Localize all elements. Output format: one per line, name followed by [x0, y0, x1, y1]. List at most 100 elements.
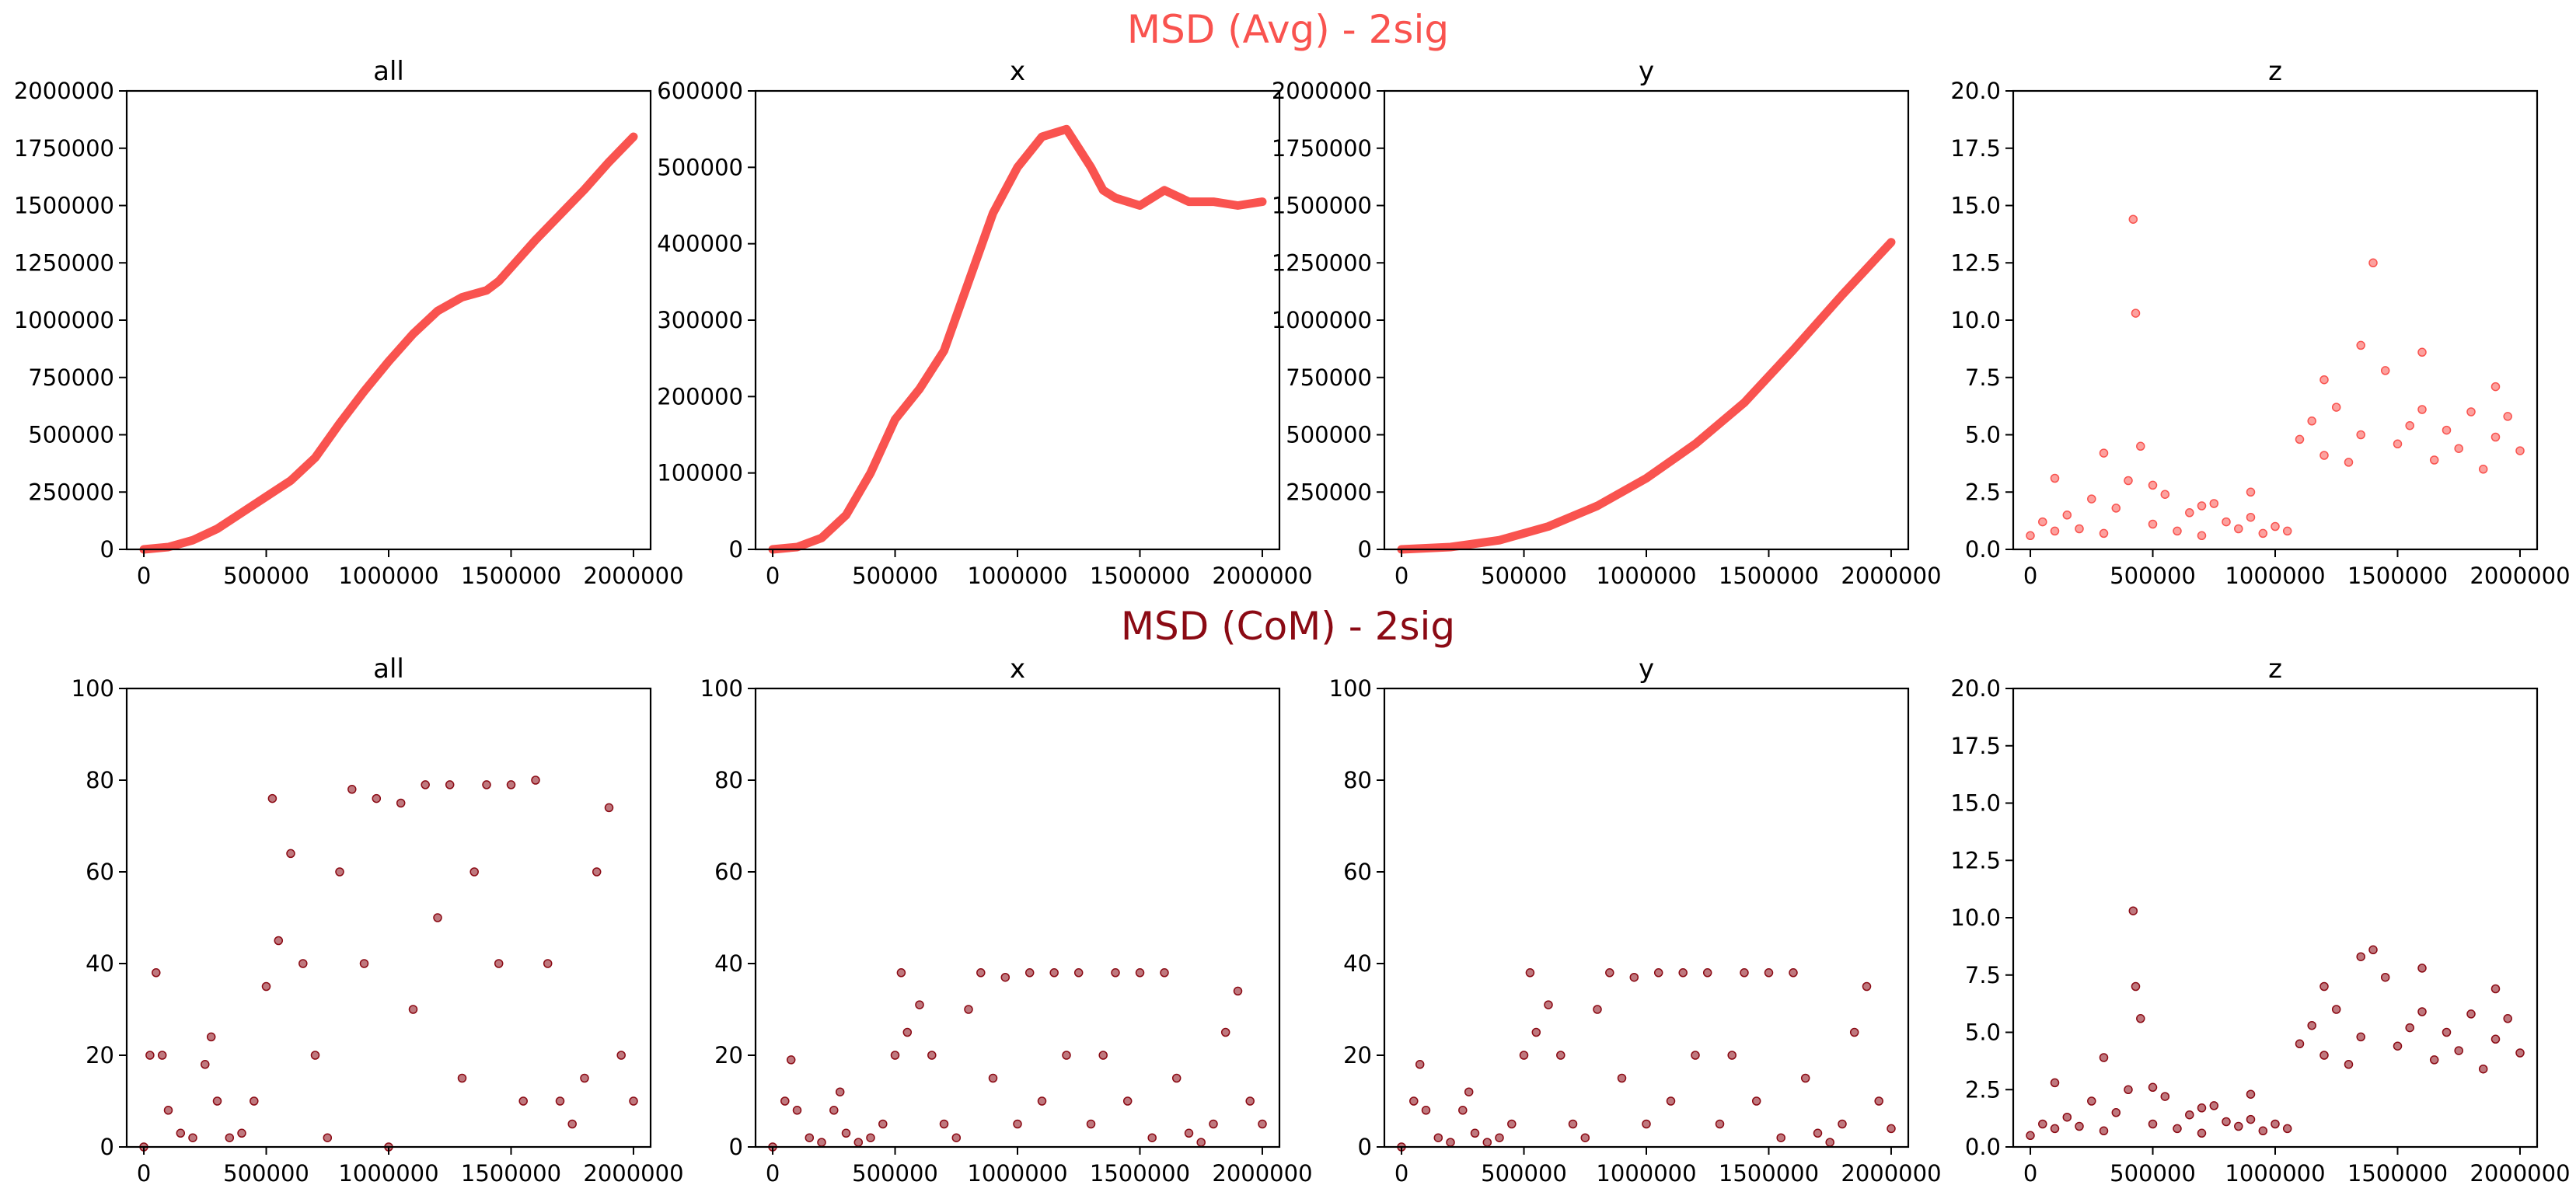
subplot-r1c0-ytick-label: 40 [86, 950, 114, 977]
subplot-r1c2-point [1629, 972, 1639, 982]
subplot-r1c2-point [1415, 1060, 1425, 1069]
subplot-r1c1-ytick-label: 60 [714, 859, 743, 885]
subplot-r1c0-point [408, 1005, 418, 1014]
subplot-r0c2-xtick-label: 1500000 [1719, 563, 1819, 589]
subplot-r1c0-point [555, 1096, 565, 1106]
subplot-r0c3-point [2503, 412, 2512, 421]
subplot-r0c1-ytick-label: 0 [729, 536, 743, 563]
subplot-r0c3-point [2026, 531, 2035, 541]
subplot-r1c3: z 0 500000 1000000 1500000 2000000 0.0 2.5 5.0 7.… [1950, 654, 2570, 1187]
subplot-r1c3-point [2282, 1124, 2292, 1134]
subplot-r1c2-point [1838, 1119, 1847, 1129]
subplot-r1c2-point [1519, 1051, 1529, 1060]
subplot-r1c3-point [2136, 1014, 2145, 1023]
subplot-r1c2-point [1764, 968, 1774, 978]
subplot-r1c1-point [1184, 1128, 1194, 1138]
subplot-r1c0-point [506, 780, 516, 789]
subplot-r1c0-point [250, 1096, 259, 1106]
subplot-r0c0-ytick-label: 0 [100, 536, 114, 563]
subplot-r0c3-axes-frame [2012, 89, 2539, 551]
subplot-r1c2-point [1544, 1000, 1553, 1009]
subplot-r1c1-point [951, 1133, 962, 1142]
subplot-r0c3-point [2099, 448, 2109, 458]
subplot-r0c3-ytick-label: 5.0 [1965, 422, 2001, 448]
subplot-r1c1: x 0 500000 1000000 1500000 2000000 0 20 40 60 80 10… [700, 654, 1313, 1187]
subplot-r1c2-point [1464, 1087, 1474, 1096]
subplot-r0c2-ytick-label: 1500000 [1272, 193, 1372, 219]
subplot-r1c2-point [1849, 1027, 1859, 1037]
subplot-r1c3-point [2271, 1119, 2280, 1129]
subplot-r1c0-point [445, 780, 455, 789]
subplot-r1c0-point [274, 936, 284, 946]
subplot-r1c3-point [2356, 952, 2365, 961]
subplot-r0c3-point [2234, 524, 2243, 534]
subplot-r0c3-point [2295, 434, 2305, 444]
subplot-r0c2-ytick-label: 1750000 [1272, 135, 1372, 162]
subplot-r0c3-point [2050, 473, 2060, 483]
subplot-r1c2: y 0 500000 1000000 1500000 2000000 0 20 40 60 80 10… [1329, 654, 1942, 1187]
subplot-r0c1-xtick-label: 0 [766, 563, 780, 589]
subplot-r1c3-xtick-label: 0 [2023, 1160, 2037, 1187]
subplot-r1c3-point [2050, 1124, 2060, 1134]
subplot-r1c3-point [2331, 1005, 2341, 1014]
subplot-r1c1-point [1147, 1133, 1157, 1142]
subplot-r1c0-point [518, 1096, 528, 1106]
subplot-r1c0-point [359, 959, 369, 968]
subplot-r0c3-ytick-label: 20.0 [1950, 78, 2001, 104]
subplot-r0c3-point [2515, 446, 2525, 455]
subplot-r0c1-series-line [768, 124, 1267, 554]
subplot-r0c3-point [2160, 490, 2170, 499]
subplot-r1c0-point [482, 780, 491, 789]
subplot-r0c3-point [2380, 366, 2390, 375]
subplot-r0c3-point [2124, 476, 2133, 486]
subplot-r1c2-point [1874, 1096, 1883, 1106]
subplot-r0c0-xtick-label: 1000000 [338, 563, 438, 589]
subplot-r0c3-ytick-label: 10.0 [1950, 307, 2001, 333]
subplot-r1c0-ytick-label: 80 [86, 767, 114, 793]
subplot-r1c2-point [1862, 981, 1872, 992]
subplot-r1c3-point [2417, 964, 2427, 973]
subplot-r1c0-point [531, 776, 540, 785]
subplot-r0c3-xtick-label: 1000000 [2225, 563, 2325, 589]
subplot-r0c2-series-line [1397, 238, 1896, 554]
subplot-r1c1-point [835, 1087, 845, 1096]
subplot-r1c2-xtick-label: 500000 [1481, 1160, 1567, 1187]
subplot-r0c0-ytick-label: 1250000 [14, 249, 114, 276]
subplot-r0c2: y 0 500000 1000000 1500000 2000000 0 250000 5000… [1272, 56, 1942, 589]
subplot-r1c3-point [2454, 1046, 2463, 1055]
subplot-r0c1-xtick-label: 1500000 [1090, 563, 1190, 589]
subplot-r1c0-ytick-label: 20 [86, 1042, 114, 1068]
subplot-r1c1-point [1160, 968, 1169, 978]
subplot-r0c1-ytick-label: 300000 [657, 307, 743, 333]
subplot-r1c2-xtick-label: 2000000 [1841, 1160, 1941, 1187]
subplot-r1c0-point [157, 1051, 167, 1060]
subplot-r0c3-point [2393, 439, 2403, 449]
subplot-r0c0-ytick-label: 2000000 [14, 78, 114, 104]
subplot-r1c0-title: all [373, 654, 404, 685]
subplot-r0c0-axes-frame [125, 89, 652, 551]
subplot-r1c1-point [902, 1027, 913, 1037]
subplot-r1c1-point [1220, 1027, 1230, 1037]
subplot-r0c3-point [2319, 451, 2329, 460]
subplot-r1c3-point [2356, 1032, 2365, 1042]
subplot-r1c2-point [1789, 968, 1798, 978]
subplot-r1c3-point [2038, 1119, 2047, 1129]
subplot-r1c1-xtick-label: 500000 [852, 1160, 938, 1187]
subplot-r1c3-point [2319, 981, 2329, 992]
subplot-r1c3-point [2185, 1110, 2194, 1120]
subplot-r1c2-xtick-label: 0 [1394, 1160, 1408, 1187]
subplot-r1c2-xtick-label: 1000000 [1596, 1160, 1696, 1187]
subplot-r1c1-point [1258, 1119, 1267, 1129]
subplot-r1c3-point [2234, 1121, 2243, 1131]
subplot-r1c3-point [2087, 1096, 2096, 1106]
subplot-r1c3-xtick-label: 500000 [2110, 1160, 2196, 1187]
subplot-r0c3-point [2197, 531, 2207, 541]
subplot-r1c1-point [896, 968, 906, 978]
subplot-r1c2-point [1776, 1133, 1785, 1142]
subplot-r1c0-point [433, 913, 442, 922]
subplot-r0c3-point [2148, 480, 2158, 490]
subplot-r1c1-xtick-label: 2000000 [1212, 1160, 1312, 1187]
subplot-r1c1-point [1000, 972, 1011, 982]
subplot-r1c3-axes-frame [2012, 687, 2539, 1148]
